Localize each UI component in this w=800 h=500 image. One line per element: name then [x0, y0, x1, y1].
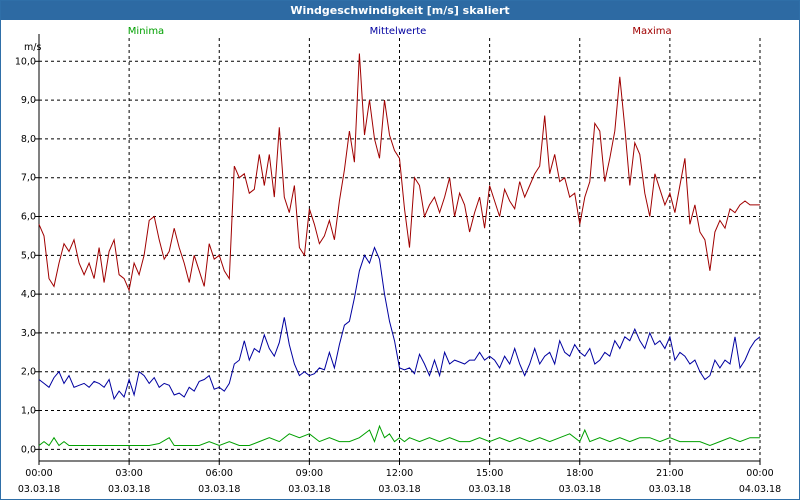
gridlines	[38, 38, 761, 461]
y-tick-label: 7,0	[21, 173, 36, 184]
x-tick-date: 04.03.18	[739, 484, 781, 495]
y-tick-labels: 0,0 1,0 2,0 3,0 4,0 5,0 6,0 7,0 8,0 9,0 10,0	[15, 56, 36, 455]
legend-mittelwerte: Mittelwerte	[370, 26, 427, 37]
x-tick-date: 03.03.18	[468, 484, 510, 495]
x-tick-time: 00:00	[746, 468, 773, 479]
maxima-line	[38, 53, 760, 292]
series-lines	[38, 53, 761, 447]
mittelwerte-line	[38, 246, 761, 401]
y-tick-label: 5,0	[21, 250, 36, 261]
x-tick-date: 03.03.18	[288, 484, 330, 495]
x-tick-time: 21:00	[656, 468, 683, 479]
x-tick-labels: 00:00 03.03.18 03:00 03.03.18 06:00 03.03.18 0…	[18, 468, 781, 495]
x-tick-date: 03.03.18	[108, 484, 150, 495]
y-tick-label: 1,0	[21, 406, 36, 417]
y-tick-label: 0,0	[21, 444, 36, 455]
x-tick-time: 15:00	[476, 468, 503, 479]
x-tick-date: 03.03.18	[198, 484, 240, 495]
x-tick-date: 03.03.18	[559, 484, 601, 495]
x-tick-time: 12:00	[386, 468, 413, 479]
x-tick-time: 03:00	[115, 468, 142, 479]
x-tick-time: 00:00	[25, 468, 52, 479]
y-axis-unit-label: m/s	[24, 42, 41, 53]
y-tick-label: 3,0	[21, 328, 36, 339]
x-tick-date: 03.03.18	[378, 484, 420, 495]
x-tick-time: 06:00	[206, 468, 233, 479]
minima-line	[38, 424, 760, 447]
window-title: Windgeschwindigkeit [m/s] skaliert	[1, 1, 799, 20]
y-tick-label: 4,0	[21, 289, 36, 300]
y-tick-label: 6,0	[21, 212, 36, 223]
x-tick-time: 09:00	[296, 468, 323, 479]
line-chart: m/s Minima Mittelwerte Maxima 0,0 1,0 2,0 3…	[15, 26, 781, 495]
x-tick-date: 03.03.18	[18, 484, 60, 495]
y-tick-label: 10,0	[15, 56, 36, 67]
y-tick-label: 8,0	[21, 134, 36, 145]
y-tick-label: 2,0	[21, 367, 36, 378]
x-tick-time: 18:00	[566, 468, 593, 479]
legend-maxima: Maxima	[632, 26, 671, 37]
x-tick-date: 03.03.18	[649, 484, 691, 495]
y-tick-label: 9,0	[21, 95, 36, 106]
axes	[35, 34, 761, 465]
legend-minima: Minima	[128, 26, 164, 37]
